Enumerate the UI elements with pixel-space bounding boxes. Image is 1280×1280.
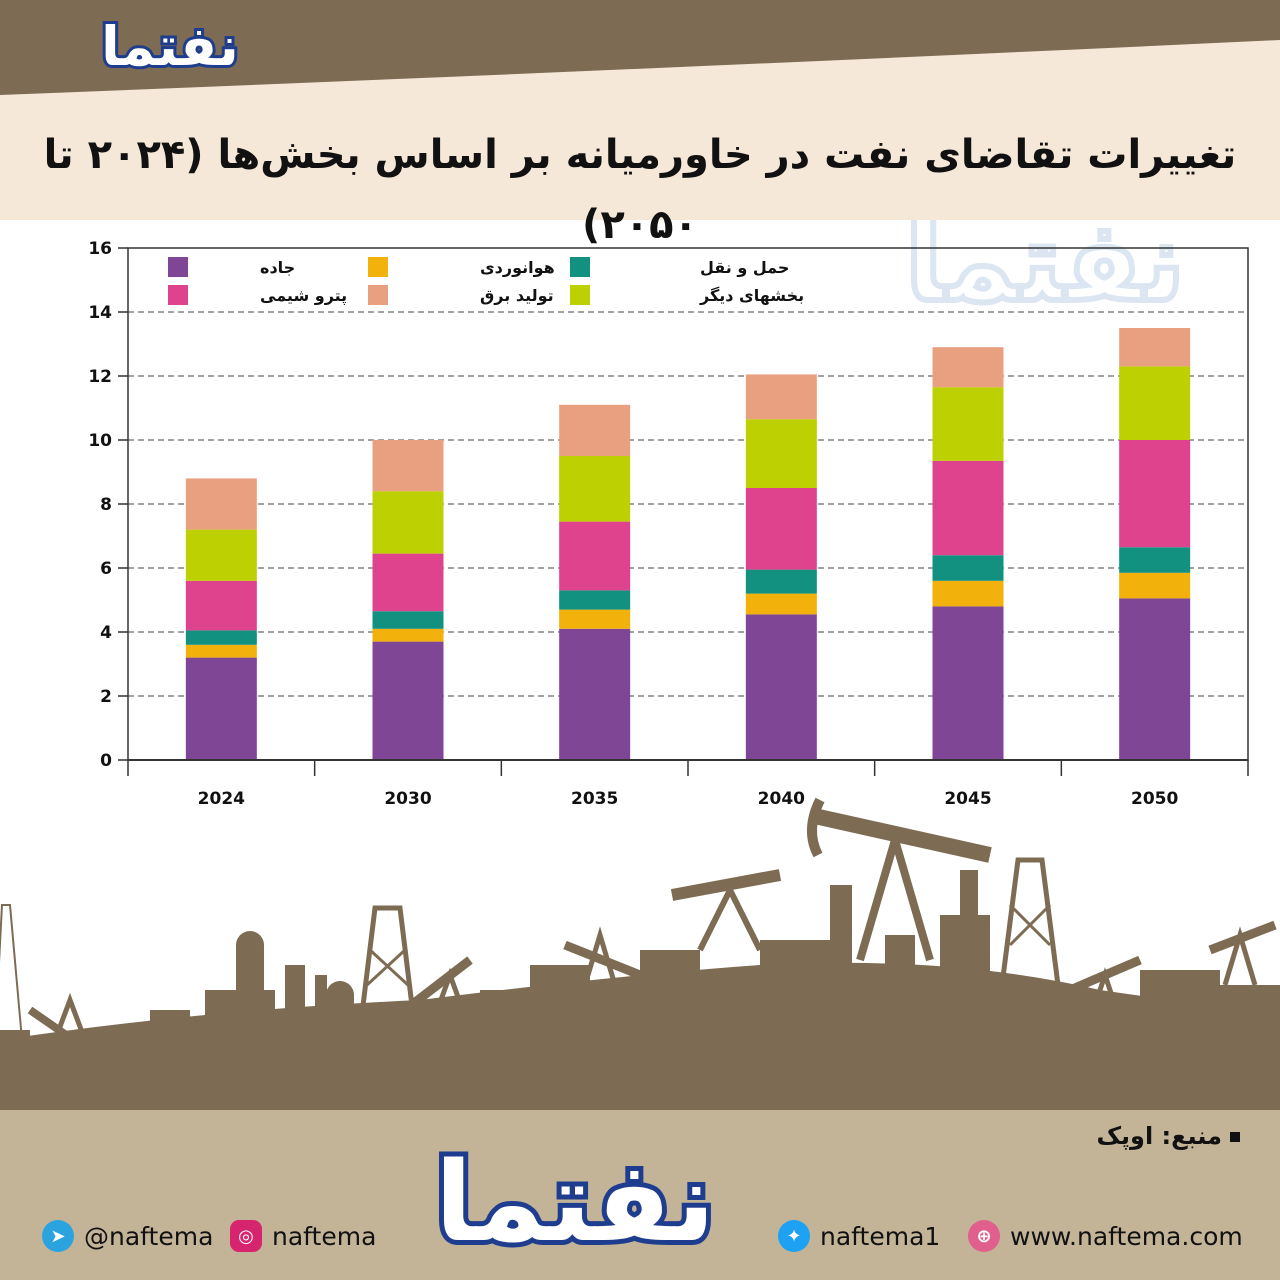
- website-url: www.naftema.com: [1010, 1221, 1243, 1251]
- bar-segment: [745, 419, 817, 488]
- telegram-handle: @naftema: [84, 1221, 214, 1251]
- bar-segment: [1119, 328, 1191, 367]
- bar-segment: [1119, 366, 1191, 440]
- bar-segment: [559, 404, 631, 456]
- bar-segment: [185, 529, 257, 581]
- telegram-link[interactable]: ➤ @naftema: [42, 1218, 213, 1254]
- bar-segment: [559, 628, 631, 760]
- bar-segment: [559, 521, 631, 591]
- telegram-icon: ➤: [42, 1220, 74, 1252]
- bar-segment: [932, 580, 1004, 607]
- bar-segment: [1119, 547, 1191, 573]
- y-tick-label: 6: [100, 559, 112, 579]
- bar-segment: [372, 628, 444, 642]
- legend-label: حمل و نقل: [700, 258, 789, 277]
- footer: [0, 1110, 1280, 1280]
- source-note: منبع: اوپک: [1096, 1122, 1240, 1150]
- y-tick-label: 0: [100, 751, 112, 771]
- legend-label: تولید برق: [480, 286, 554, 305]
- bar-segment: [745, 374, 817, 420]
- logo-text: نفتما: [101, 15, 239, 78]
- bar-segment: [185, 657, 257, 760]
- legend-swatch: [570, 257, 590, 277]
- bar-segment: [372, 641, 444, 760]
- bar-segment: [559, 590, 631, 610]
- bar-segment: [185, 478, 257, 530]
- source-text: منبع: اوپک: [1096, 1122, 1222, 1150]
- y-tick-label: 4: [100, 623, 112, 643]
- naftema-logo: نفتما: [98, 12, 242, 81]
- y-tick-label: 8: [100, 495, 112, 515]
- bar-segment: [745, 614, 817, 760]
- bar-segment: [1119, 598, 1191, 760]
- y-tick-label: 12: [88, 367, 112, 387]
- legend-label: هوانوردی: [480, 258, 555, 277]
- legend-label: پترو شیمی: [260, 286, 347, 306]
- legend-swatch: [168, 285, 188, 305]
- x-tick-label: 2040: [758, 789, 805, 809]
- bar-segment: [372, 491, 444, 554]
- website-link[interactable]: ⊕ www.naftema.com: [968, 1218, 1243, 1254]
- legend-swatch: [368, 257, 388, 277]
- y-tick-label: 10: [88, 431, 112, 451]
- x-tick-label: 2035: [571, 789, 618, 809]
- bar-segment: [745, 569, 817, 594]
- instagram-handle: naftema: [272, 1221, 377, 1251]
- bar-segment: [1119, 572, 1191, 599]
- bar-segment: [559, 456, 631, 522]
- twitter-icon: ✦: [778, 1220, 810, 1252]
- x-tick-label: 2050: [1131, 789, 1178, 809]
- bar-segment: [185, 644, 257, 658]
- bar-segment: [932, 555, 1004, 581]
- legend-label: بخشهای دیگر: [699, 286, 804, 305]
- bar-segment: [745, 488, 817, 570]
- bar-segment: [932, 460, 1004, 556]
- bar-segment: [932, 347, 1004, 388]
- stacked-bar-chart: نفتما 0 2 4 6 8 10 12 14 16 2024 2030 2035 2040 2045 2…: [88, 220, 1249, 809]
- x-tick-label: 2024: [198, 789, 245, 809]
- bar-segment: [372, 440, 444, 492]
- bar-segment: [1119, 440, 1191, 548]
- y-tick-label: 16: [88, 239, 112, 259]
- page-title: تغییرات تقاضای نفت در خاورمیانه بر اساس …: [43, 132, 1237, 248]
- bar-segment: [932, 387, 1004, 461]
- legend-label: جاده: [260, 258, 295, 277]
- legend-swatch: [368, 285, 388, 305]
- naftema-logo-large: نفتما: [430, 1133, 720, 1271]
- y-tick-label: 2: [100, 687, 112, 707]
- x-tick-label: 2030: [384, 789, 431, 809]
- header-background: [0, 0, 1280, 220]
- legend-swatch: [570, 285, 590, 305]
- instagram-icon: ◎: [230, 1220, 262, 1252]
- oilfield-silhouette: [0, 797, 1280, 1110]
- bar-segment: [745, 593, 817, 615]
- watermark-logo: نفتما: [905, 220, 1185, 326]
- twitter-handle: naftema1: [820, 1221, 941, 1251]
- globe-icon: ⊕: [968, 1220, 1000, 1252]
- y-tick-label: 14: [88, 303, 112, 323]
- legend-swatch: [168, 257, 188, 277]
- bar-segment: [185, 580, 257, 631]
- logo-text: نفتما: [435, 1138, 715, 1266]
- bar-segment: [372, 553, 444, 612]
- bullet-icon: [1230, 1132, 1240, 1142]
- bar-segment: [372, 611, 444, 629]
- instagram-link[interactable]: ◎ naftema: [230, 1218, 376, 1254]
- bar-segment: [932, 606, 1004, 760]
- bar-segment: [559, 609, 631, 629]
- bar-segment: [185, 630, 257, 645]
- x-tick-label: 2045: [944, 789, 991, 809]
- twitter-link[interactable]: ✦ naftema1: [778, 1218, 940, 1254]
